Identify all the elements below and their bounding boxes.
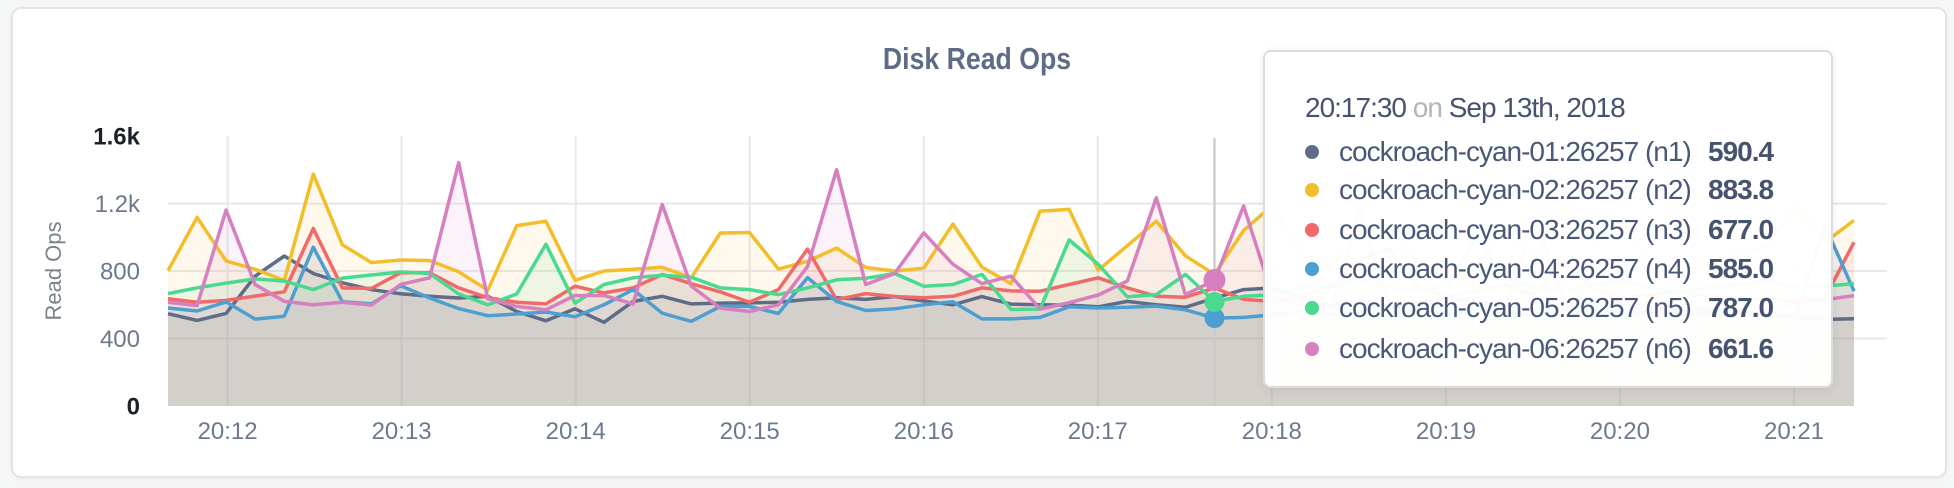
svg-text:400: 400 xyxy=(100,326,140,353)
svg-text:1.2k: 1.2k xyxy=(95,191,141,218)
svg-text:800: 800 xyxy=(100,259,140,286)
svg-text:20:20: 20:20 xyxy=(1590,418,1650,445)
svg-text:20:12: 20:12 xyxy=(198,418,258,445)
svg-text:1.6k: 1.6k xyxy=(93,124,140,151)
svg-text:20:14: 20:14 xyxy=(546,418,606,445)
svg-text:20:16: 20:16 xyxy=(894,418,954,445)
svg-text:20:13: 20:13 xyxy=(372,418,432,445)
svg-text:0: 0 xyxy=(127,394,140,421)
svg-text:20:21: 20:21 xyxy=(1764,418,1824,445)
svg-text:20:15: 20:15 xyxy=(720,418,780,445)
svg-text:20:17: 20:17 xyxy=(1068,418,1128,445)
svg-text:20:18: 20:18 xyxy=(1242,418,1302,445)
svg-text:Read Ops: Read Ops xyxy=(41,221,66,320)
svg-text:20:19: 20:19 xyxy=(1416,418,1476,445)
